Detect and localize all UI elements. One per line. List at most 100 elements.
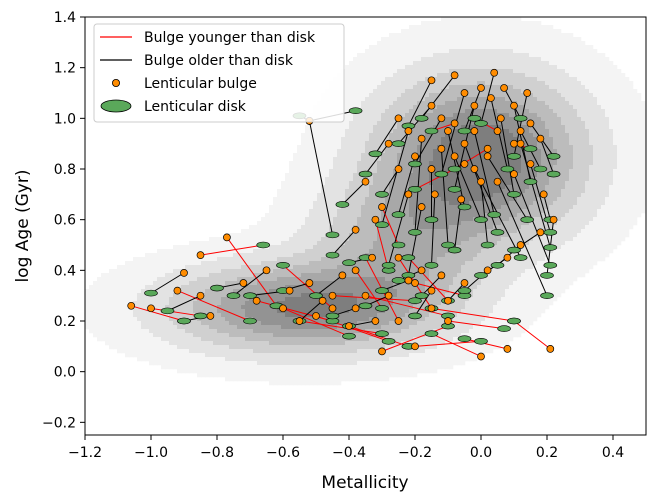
density-cell <box>277 233 282 238</box>
density-cell <box>277 197 282 202</box>
density-cell <box>393 209 398 214</box>
density-cell <box>445 89 450 94</box>
density-cell <box>633 189 638 194</box>
density-cell <box>553 253 558 258</box>
density-cell <box>449 29 454 34</box>
density-cell <box>317 193 322 198</box>
density-cell <box>297 189 302 194</box>
density-cell <box>485 185 490 190</box>
density-cell <box>449 181 454 186</box>
density-cell <box>349 141 354 146</box>
density-cell <box>569 117 574 122</box>
density-cell <box>513 129 518 134</box>
density-cell <box>485 161 490 166</box>
density-cell <box>585 57 590 62</box>
density-cell <box>401 169 406 174</box>
density-cell <box>529 81 534 86</box>
density-cell <box>173 245 178 250</box>
density-cell <box>341 121 346 126</box>
density-cell <box>585 253 590 258</box>
density-cell <box>329 189 334 194</box>
density-cell <box>485 61 490 66</box>
density-cell <box>361 93 366 98</box>
density-cell <box>553 121 558 126</box>
density-cell <box>437 73 442 78</box>
density-cell <box>261 237 266 242</box>
density-cell <box>617 109 622 114</box>
density-cell <box>373 73 378 78</box>
density-cell <box>433 117 438 122</box>
density-cell <box>385 165 390 170</box>
density-cell <box>389 113 394 118</box>
density-cell <box>429 21 434 26</box>
density-cell <box>565 125 570 130</box>
density-cell <box>505 57 510 62</box>
density-cell <box>637 193 642 198</box>
density-cell <box>285 257 290 262</box>
density-cell <box>533 113 538 118</box>
density-cell <box>549 149 554 154</box>
density-cell <box>297 149 302 154</box>
density-cell <box>497 105 502 110</box>
density-cell <box>401 133 406 138</box>
density-cell <box>289 237 294 242</box>
density-cell <box>373 161 378 166</box>
density-cell <box>501 253 506 258</box>
density-cell <box>577 81 582 86</box>
density-cell <box>493 57 498 62</box>
density-cell <box>585 129 590 134</box>
density-cell <box>277 253 282 258</box>
density-cell <box>609 161 614 166</box>
density-cell <box>333 169 338 174</box>
density-cell <box>417 237 422 242</box>
density-cell <box>433 233 438 238</box>
density-cell <box>437 105 442 110</box>
density-cell <box>517 25 522 30</box>
density-cell <box>461 213 466 218</box>
density-cell <box>249 241 254 246</box>
density-cell <box>585 85 590 90</box>
density-cell <box>433 53 438 58</box>
density-cell <box>485 89 490 94</box>
density-cell <box>617 137 622 142</box>
density-cell <box>285 193 290 198</box>
density-cell <box>441 29 446 34</box>
density-cell <box>425 97 430 102</box>
density-cell <box>417 181 422 186</box>
density-cell <box>581 97 586 102</box>
density-cell <box>373 141 378 146</box>
density-cell <box>457 209 462 214</box>
density-cell <box>545 33 550 38</box>
density-cell <box>533 197 538 202</box>
density-cell <box>573 213 578 218</box>
density-cell <box>265 225 270 230</box>
density-cell <box>449 85 454 90</box>
density-cell <box>561 53 566 58</box>
density-cell <box>313 157 318 162</box>
density-cell <box>313 189 318 194</box>
density-cell <box>401 225 406 230</box>
density-cell <box>393 89 398 94</box>
density-cell <box>305 153 310 158</box>
density-cell <box>321 209 326 214</box>
density-cell <box>301 213 306 218</box>
density-cell <box>289 241 294 246</box>
density-cell <box>433 161 438 166</box>
density-cell <box>297 253 302 258</box>
density-cell <box>581 209 586 214</box>
density-cell <box>593 213 598 218</box>
density-cell <box>537 29 542 34</box>
density-cell <box>489 185 494 190</box>
density-cell <box>449 209 454 214</box>
density-cell <box>345 77 350 82</box>
density-cell <box>421 101 426 106</box>
density-cell <box>461 41 466 46</box>
density-cell <box>469 169 474 174</box>
density-cell <box>361 129 366 134</box>
density-cell <box>497 201 502 206</box>
density-cell <box>365 205 370 210</box>
density-cell <box>409 249 414 254</box>
density-cell <box>629 153 634 158</box>
density-cell <box>221 257 226 262</box>
density-cell <box>577 53 582 58</box>
